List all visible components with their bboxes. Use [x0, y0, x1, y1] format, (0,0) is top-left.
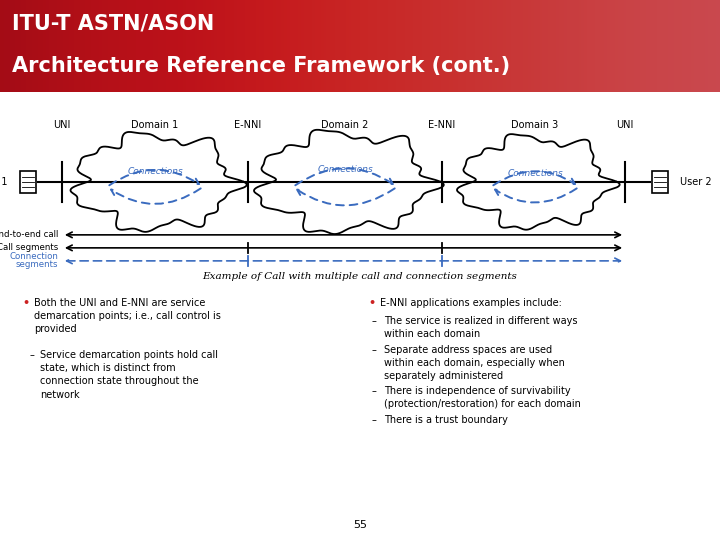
Text: The service is realized in different ways
within each domain: The service is realized in different way…: [384, 316, 577, 339]
Text: Connections: Connections: [317, 165, 373, 174]
Text: segments: segments: [16, 260, 58, 269]
Text: Both the UNI and E-NNI are service
demarcation points; i.e., call control is
pro: Both the UNI and E-NNI are service demar…: [34, 298, 221, 334]
Text: ITU-T ASTN/ASON: ITU-T ASTN/ASON: [12, 14, 215, 34]
Text: There is independence of survivability
(protection/restoration) for each domain: There is independence of survivability (…: [384, 386, 581, 409]
Text: UNI: UNI: [616, 120, 634, 130]
Text: Service demarcation points hold call
state, which is distinct from
connection st: Service demarcation points hold call sta…: [40, 350, 218, 400]
Text: User 1: User 1: [0, 177, 8, 187]
Text: Domain 1: Domain 1: [131, 120, 179, 130]
Text: –: –: [372, 386, 377, 396]
Text: UNI: UNI: [53, 120, 71, 130]
Text: There is a trust boundary: There is a trust boundary: [384, 415, 508, 425]
Text: Architecture Reference Framework (cont.): Architecture Reference Framework (cont.): [12, 56, 510, 76]
Text: Domain 3: Domain 3: [511, 120, 559, 130]
Text: –: –: [372, 415, 377, 425]
Text: Connections: Connections: [507, 170, 563, 178]
Text: –: –: [372, 316, 377, 326]
Text: Domain 2: Domain 2: [321, 120, 369, 130]
Text: E-NNI applications examples include:: E-NNI applications examples include:: [380, 298, 562, 308]
Text: Connection: Connection: [9, 252, 58, 261]
Text: Example of Call with multiple call and connection segments: Example of Call with multiple call and c…: [202, 272, 518, 281]
Text: 55: 55: [353, 520, 367, 530]
Text: Connections: Connections: [127, 167, 183, 177]
Bar: [20, 171, 36, 193]
Text: End-to-end call: End-to-end call: [0, 231, 58, 239]
Text: Separate address spaces are used
within each domain, especially when
separately : Separate address spaces are used within …: [384, 345, 565, 381]
Bar: [652, 171, 668, 193]
Text: •: •: [368, 298, 375, 308]
Text: •: •: [22, 298, 29, 308]
Text: –: –: [30, 350, 35, 360]
Text: Call segments: Call segments: [0, 244, 58, 252]
Text: E-NNI: E-NNI: [235, 120, 261, 130]
Text: –: –: [372, 345, 377, 355]
Text: User 2: User 2: [680, 177, 711, 187]
Text: E-NNI: E-NNI: [428, 120, 456, 130]
